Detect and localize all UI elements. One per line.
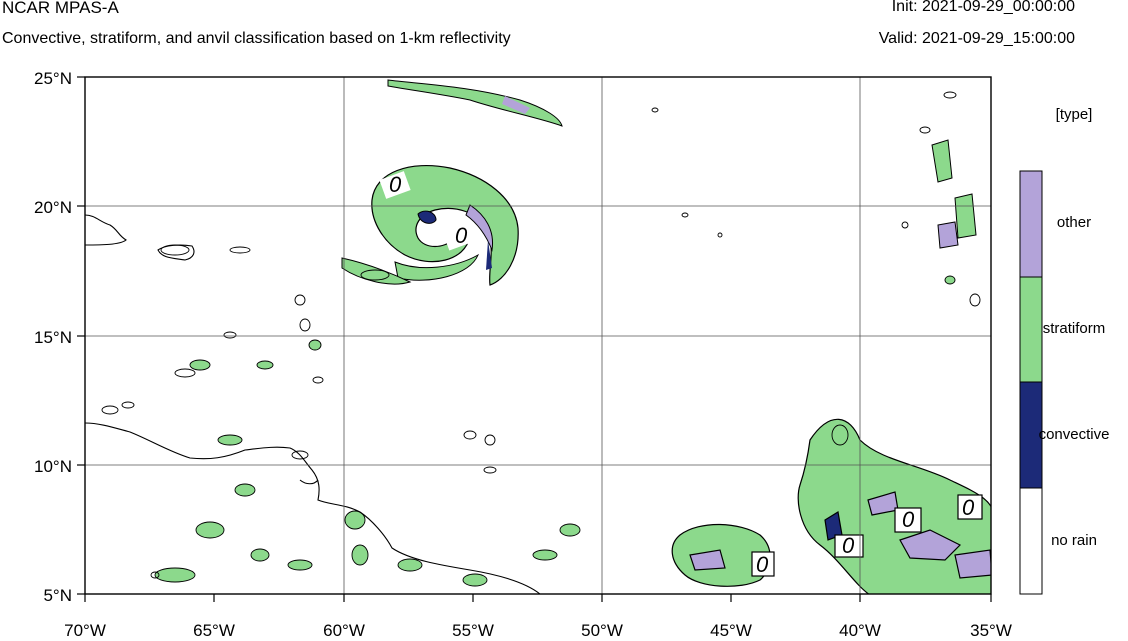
x-tick-label: 55°W [452,621,494,640]
precip-fields: 0 0 0 0 0 0 [85,79,991,594]
init-time: Init: 2021-09-29_00:00:00 [891,0,1075,15]
y-tick-label: 10°N [34,457,72,476]
eastern-cells [931,139,977,249]
contour-label: 0 [902,507,915,532]
x-tick-label: 60°W [323,621,365,640]
legend-label-other: other [1056,214,1092,231]
legend-label-stratiform: stratiform [1042,320,1106,337]
legend-swatch-no-rain [1019,487,1043,595]
contour-label: 0 [455,223,468,248]
legend-label-no-rain: no rain [1051,532,1097,549]
x-tick-label: 65°W [193,621,235,640]
southeast-cluster [797,418,991,594]
legend-title: [type] [1055,106,1093,123]
y-tick-labels: 25°N 20°N 15°N 10°N 5°N [34,69,72,605]
tick-marks [77,76,992,602]
contour-label: 0 [962,495,975,520]
scattered-cells [154,269,956,587]
contour-label: 0 [842,533,855,558]
y-tick-label: 15°N [34,328,72,347]
gridlines [85,77,991,594]
x-tick-label: 35°W [970,621,1012,640]
y-tick-label: 5°N [43,586,72,605]
coastlines [85,214,541,594]
contour-labels: 0 0 0 0 0 0 [389,172,975,577]
legend-colorbar [1019,170,1043,595]
x-tick-label: 45°W [710,621,752,640]
northern-band [387,79,563,127]
contour-label: 0 [756,552,769,577]
y-tick-label: 20°N [34,198,72,217]
x-tick-label: 50°W [581,621,623,640]
tiny-cells [101,91,981,579]
plot-description: Convective, stratiform, and anvil classi… [2,30,511,47]
contour-label: 0 [389,172,402,197]
x-tick-labels: 70°W 65°W 60°W 55°W 50°W 45°W 40°W 35°W [64,621,1012,640]
model-title: NCAR MPAS-A [2,0,119,17]
south-central-cluster [671,523,775,587]
valid-time: Valid: 2021-09-29_15:00:00 [878,30,1075,47]
x-tick-label: 70°W [64,621,106,640]
legend-label-convective: convective [1038,426,1110,443]
hurricane-system [341,164,519,286]
x-tick-label: 40°W [839,621,881,640]
y-tick-label: 25°N [34,69,72,88]
